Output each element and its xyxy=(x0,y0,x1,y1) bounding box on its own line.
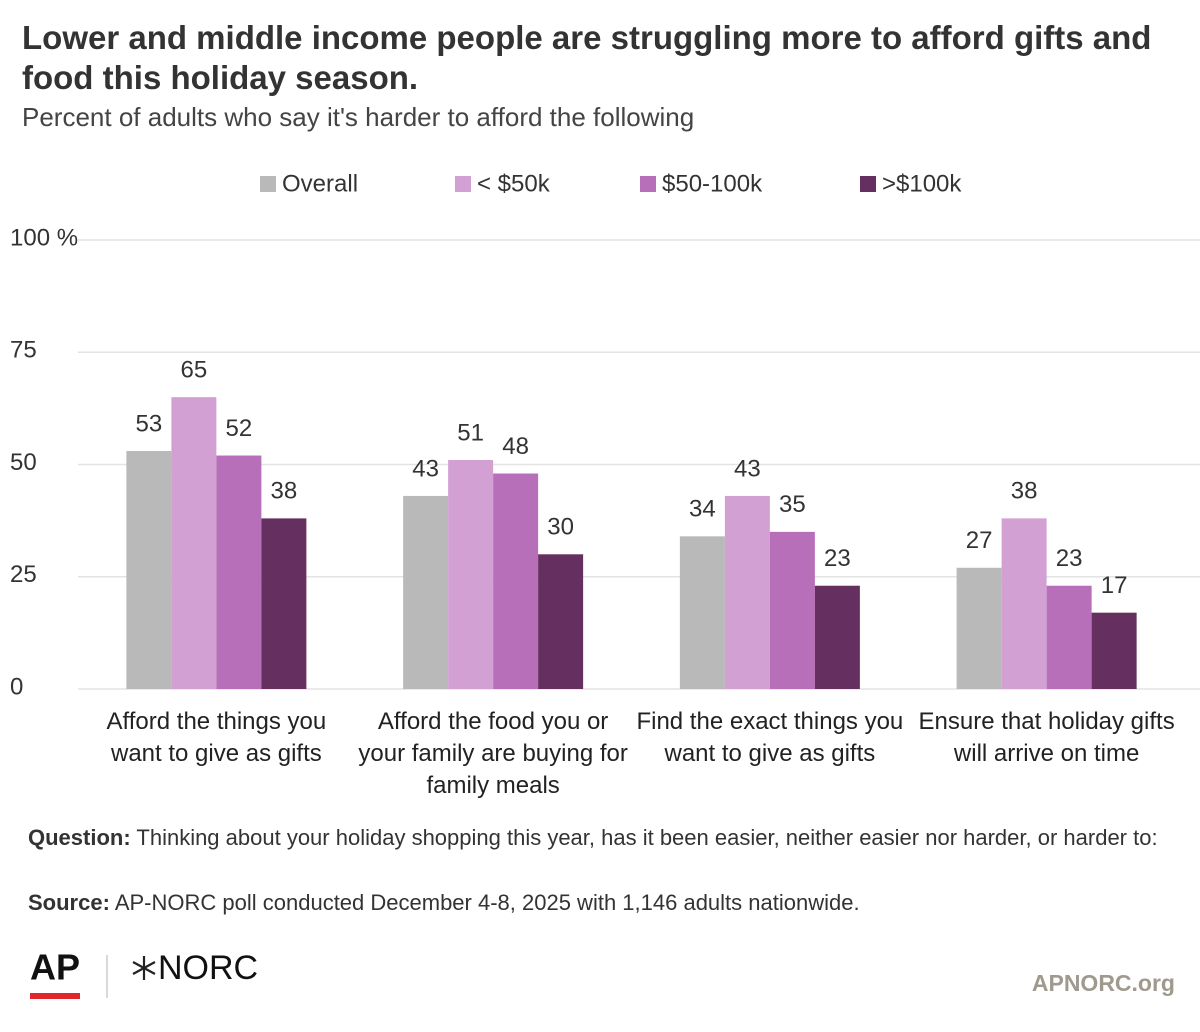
chart-title: Lower and middle income people are strug… xyxy=(22,19,1152,96)
y-tick-label: 50 xyxy=(10,449,37,476)
value-label: 43 xyxy=(412,455,439,482)
source-label: Source: xyxy=(28,890,110,915)
value-label: 38 xyxy=(271,478,298,505)
value-label: 23 xyxy=(824,545,851,572)
value-label: 53 xyxy=(136,410,163,437)
norc-star xyxy=(132,956,156,980)
value-label: 65 xyxy=(181,356,208,383)
value-label: 27 xyxy=(966,527,993,554)
logo-ap: AP xyxy=(30,947,80,988)
source-text: AP-NORC poll conducted December 4-8, 202… xyxy=(114,890,860,915)
question-label: Question: xyxy=(28,825,131,850)
legend-swatch xyxy=(640,176,656,192)
bar xyxy=(493,473,539,689)
x-tick-label: Afford the food you or your family are b… xyxy=(358,708,628,799)
value-label: 34 xyxy=(689,496,716,523)
value-label: 38 xyxy=(1011,478,1038,505)
legend-label: Overall xyxy=(282,170,358,197)
bar xyxy=(216,455,262,689)
bar xyxy=(448,460,494,689)
bar xyxy=(1001,518,1047,689)
y-tick-label: 100 % xyxy=(10,224,78,251)
x-tick-label: Ensure that holiday gifts will arrive on… xyxy=(918,708,1175,767)
x-tick-label: Find the exact things you want to give a… xyxy=(636,708,904,767)
bar xyxy=(538,554,584,689)
bar xyxy=(261,518,307,689)
y-tick-label: 0 xyxy=(10,673,23,700)
legend-label: >$100k xyxy=(882,170,962,197)
question-text: Thinking about your holiday shopping thi… xyxy=(136,825,1158,850)
logo-norc: NORC xyxy=(158,949,258,987)
bar xyxy=(724,495,770,689)
bar xyxy=(171,397,217,689)
value-label: 30 xyxy=(547,514,574,541)
legend-swatch xyxy=(455,176,471,192)
value-label: 35 xyxy=(779,491,806,518)
y-tick-label: 75 xyxy=(10,337,37,364)
legend-label: < $50k xyxy=(477,170,551,197)
y-tick-label: 25 xyxy=(10,561,37,588)
logo-underline xyxy=(30,993,80,999)
legend-label: $50-100k xyxy=(662,170,763,197)
bar xyxy=(1091,612,1137,689)
value-label: 17 xyxy=(1101,572,1128,599)
x-tick-label: Afford the things you want to give as gi… xyxy=(106,708,327,767)
value-label: 52 xyxy=(226,415,253,442)
bar xyxy=(679,536,725,689)
value-label: 48 xyxy=(502,433,529,460)
value-label: 43 xyxy=(734,455,761,482)
bar xyxy=(403,495,449,689)
value-label: 51 xyxy=(457,419,484,446)
website: APNORC.org xyxy=(1032,970,1175,996)
source: Source: AP-NORC poll conducted December … xyxy=(28,887,1178,918)
bar xyxy=(126,451,172,689)
bar xyxy=(1046,585,1092,689)
bar xyxy=(769,531,815,689)
value-label: 23 xyxy=(1056,545,1083,572)
legend-swatch xyxy=(260,176,276,192)
bar xyxy=(814,585,860,689)
bar xyxy=(956,567,1002,689)
chart-subtitle: Percent of adults who say it's harder to… xyxy=(22,102,695,132)
legend-swatch xyxy=(860,176,876,192)
question: Question: Thinking about your holiday sh… xyxy=(28,822,1178,853)
